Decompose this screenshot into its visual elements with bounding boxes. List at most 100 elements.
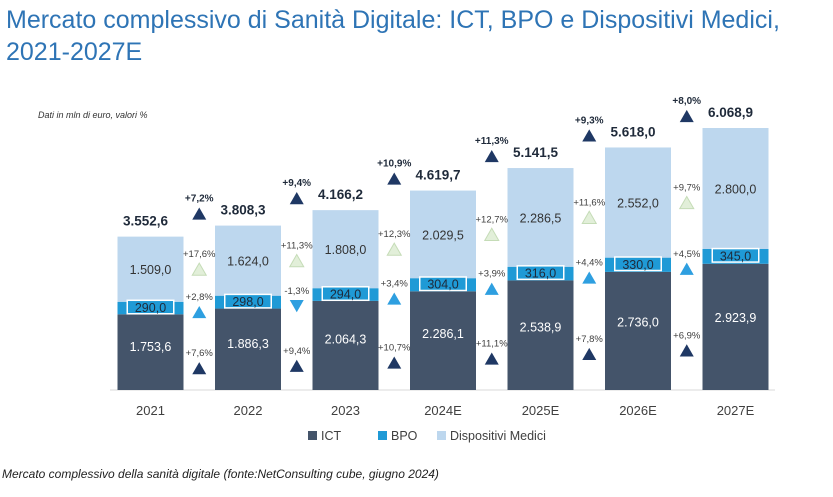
- growth-dispositivi-medici-label: +11,3%: [281, 241, 313, 252]
- legend-label-1: BPO: [391, 429, 418, 443]
- label-dispositivi-medici-2026E: 2.552,0: [617, 197, 659, 211]
- chart-subtitle: Dati in mln di euro, valori %: [38, 110, 148, 120]
- label-ict-2023: 2.064,3: [325, 332, 367, 346]
- bar-dispositivi-medici-2021: [117, 236, 184, 302]
- label-dispositivi-medici-2022: 1.624,0: [227, 255, 269, 269]
- bars-group: 1.753,6 290,0 1.509,0 3.552,6 2021 1.886,3 298…: [117, 105, 769, 418]
- label-bpo-2023: 294,0: [330, 288, 361, 302]
- x-tick-label-2023: 2023: [331, 403, 360, 418]
- growth-ict-label: +11,1%: [476, 339, 508, 350]
- growth-dispositivi-medici-icon: [191, 262, 208, 276]
- label-box-bpo-2023: [323, 287, 368, 300]
- bar-ict-2026E: [605, 271, 671, 390]
- bar-ict-2027E: [702, 263, 769, 390]
- growth-total-label: +10,9%: [377, 159, 411, 170]
- label-ict-2021: 1.753,6: [130, 340, 172, 354]
- bar-dispositivi-medici-2022: [215, 225, 281, 296]
- x-tick-label-2025E: 2025E: [522, 403, 560, 418]
- x-tick-label-2027E: 2027E: [717, 403, 755, 418]
- growth-bpo-label: +4,5%: [673, 249, 701, 260]
- growth-dispositivi-medici-label: +17,6%: [183, 249, 216, 260]
- growth-ict-icon: [679, 344, 694, 357]
- label-box-bpo-2024E: [420, 277, 466, 290]
- growth-ict-icon: [387, 356, 402, 369]
- growth-bpo-label: -1,3%: [284, 286, 309, 297]
- growth-total-icon: [679, 109, 694, 123]
- label-box-bpo-2025E: [518, 266, 563, 279]
- bar-ict-2022: [215, 308, 281, 390]
- growth-ict-icon: [582, 347, 597, 361]
- label-bpo-2025E: 316,0: [525, 267, 556, 281]
- label-bpo-2024E: 304,0: [427, 278, 458, 292]
- growth-total-icon: [582, 129, 597, 142]
- growth-total-label: +8,0%: [672, 96, 701, 107]
- growth-dispositivi-medici-icon: [483, 227, 500, 241]
- bar-ict-2021: [117, 314, 184, 390]
- label-dispositivi-medici-2025E: 2.286,5: [520, 211, 562, 225]
- total-label-2022: 3.808,3: [220, 203, 266, 218]
- growth-bpo-label: +3,4%: [381, 279, 409, 290]
- growth-total-label: +9,3%: [575, 115, 604, 126]
- x-tick-label-2026E: 2026E: [619, 403, 657, 418]
- growth-total-label: +9,4%: [282, 178, 311, 189]
- growth-dispositivi-medici-label: +11,6%: [573, 197, 605, 208]
- label-dispositivi-medici-2023: 1.808,0: [325, 243, 367, 257]
- total-label-2023: 4.166,2: [318, 187, 363, 202]
- growth-total-icon: [192, 207, 207, 220]
- x-tick-label-2021: 2021: [136, 403, 165, 418]
- growth-total-icon: [387, 172, 402, 185]
- legend-label-2: Dispositivi Medici: [450, 429, 546, 443]
- total-label-2021: 3.552,6: [123, 214, 169, 229]
- label-dispositivi-medici-2027E: 2.800,0: [715, 182, 757, 196]
- growth-dispositivi-medici-icon: [288, 253, 305, 268]
- growth-total-label: +11,3%: [475, 136, 509, 147]
- growth-bpo-icon: [582, 271, 597, 284]
- growth-total-label: +7,2%: [185, 194, 214, 205]
- legend-swatch-2: [437, 431, 446, 440]
- growth-ict-icon: [484, 352, 499, 365]
- growth-dispositivi-medici-icon: [386, 242, 403, 256]
- growth-bpo-icon: [484, 282, 499, 295]
- total-label-2026E: 5.618,0: [610, 124, 655, 139]
- bar-dispositivi-medici-2027E: [702, 128, 769, 249]
- growth-total-icon: [289, 192, 304, 205]
- x-tick-label-2024E: 2024E: [424, 403, 462, 418]
- growth-dispositivi-medici-label: +12,3%: [378, 229, 411, 240]
- total-label-2024E: 4.619,7: [415, 168, 460, 183]
- label-ict-2024E: 2.286,1: [422, 327, 464, 341]
- growth-dispositivi-medici-icon: [581, 210, 598, 224]
- label-box-bpo-2027E: [713, 249, 758, 262]
- chart-title: Mercato complessivo di Sanità Digitale: …: [6, 6, 780, 66]
- growth-dispositivi-medici-label: +9,7%: [673, 183, 701, 194]
- label-dispositivi-medici-2024E: 2.029,5: [422, 228, 464, 242]
- growth-dispositivi-medici-icon: [678, 195, 695, 210]
- growth-bpo-label: +3,9%: [478, 269, 506, 280]
- growth-bpo-label: +2,8%: [186, 292, 214, 303]
- legend-swatch-1: [378, 431, 387, 440]
- label-box-bpo-2022: [225, 295, 271, 308]
- bar-dispositivi-medici-2024E: [410, 190, 476, 279]
- label-box-bpo-2026E: [615, 257, 661, 270]
- bar-dispositivi-medici-2026E: [605, 147, 671, 258]
- label-dispositivi-medici-2021: 1.509,0: [130, 263, 172, 277]
- legend: ICT BPO Dispositivi Medici: [308, 429, 546, 443]
- growth-ict-icon: [192, 362, 207, 375]
- growth-bpo-icon: [679, 262, 694, 275]
- growth-bpo-down-icon: [289, 300, 304, 313]
- bar-dispositivi-medici-2025E: [507, 168, 574, 267]
- growth-ict-label: +7,8%: [576, 334, 604, 345]
- bar-ict-2025E: [507, 280, 574, 390]
- legend-label-0: ICT: [321, 429, 342, 443]
- label-ict-2027E: 2.923,9: [715, 311, 757, 325]
- figure-caption: Mercato complessivo della sanità digital…: [2, 467, 439, 481]
- growth-ict-label: +7,6%: [186, 348, 214, 359]
- label-bpo-2026E: 330,0: [622, 258, 653, 272]
- growth-ict-label: +6,9%: [673, 330, 701, 341]
- total-label-2025E: 5.141,5: [513, 145, 559, 160]
- label-bpo-2022: 298,0: [232, 295, 263, 309]
- label-ict-2026E: 2.736,0: [617, 315, 659, 329]
- label-ict-2022: 1.886,3: [227, 337, 269, 351]
- legend-swatch-0: [308, 431, 317, 440]
- growth-ict-label: +9,4%: [283, 346, 311, 357]
